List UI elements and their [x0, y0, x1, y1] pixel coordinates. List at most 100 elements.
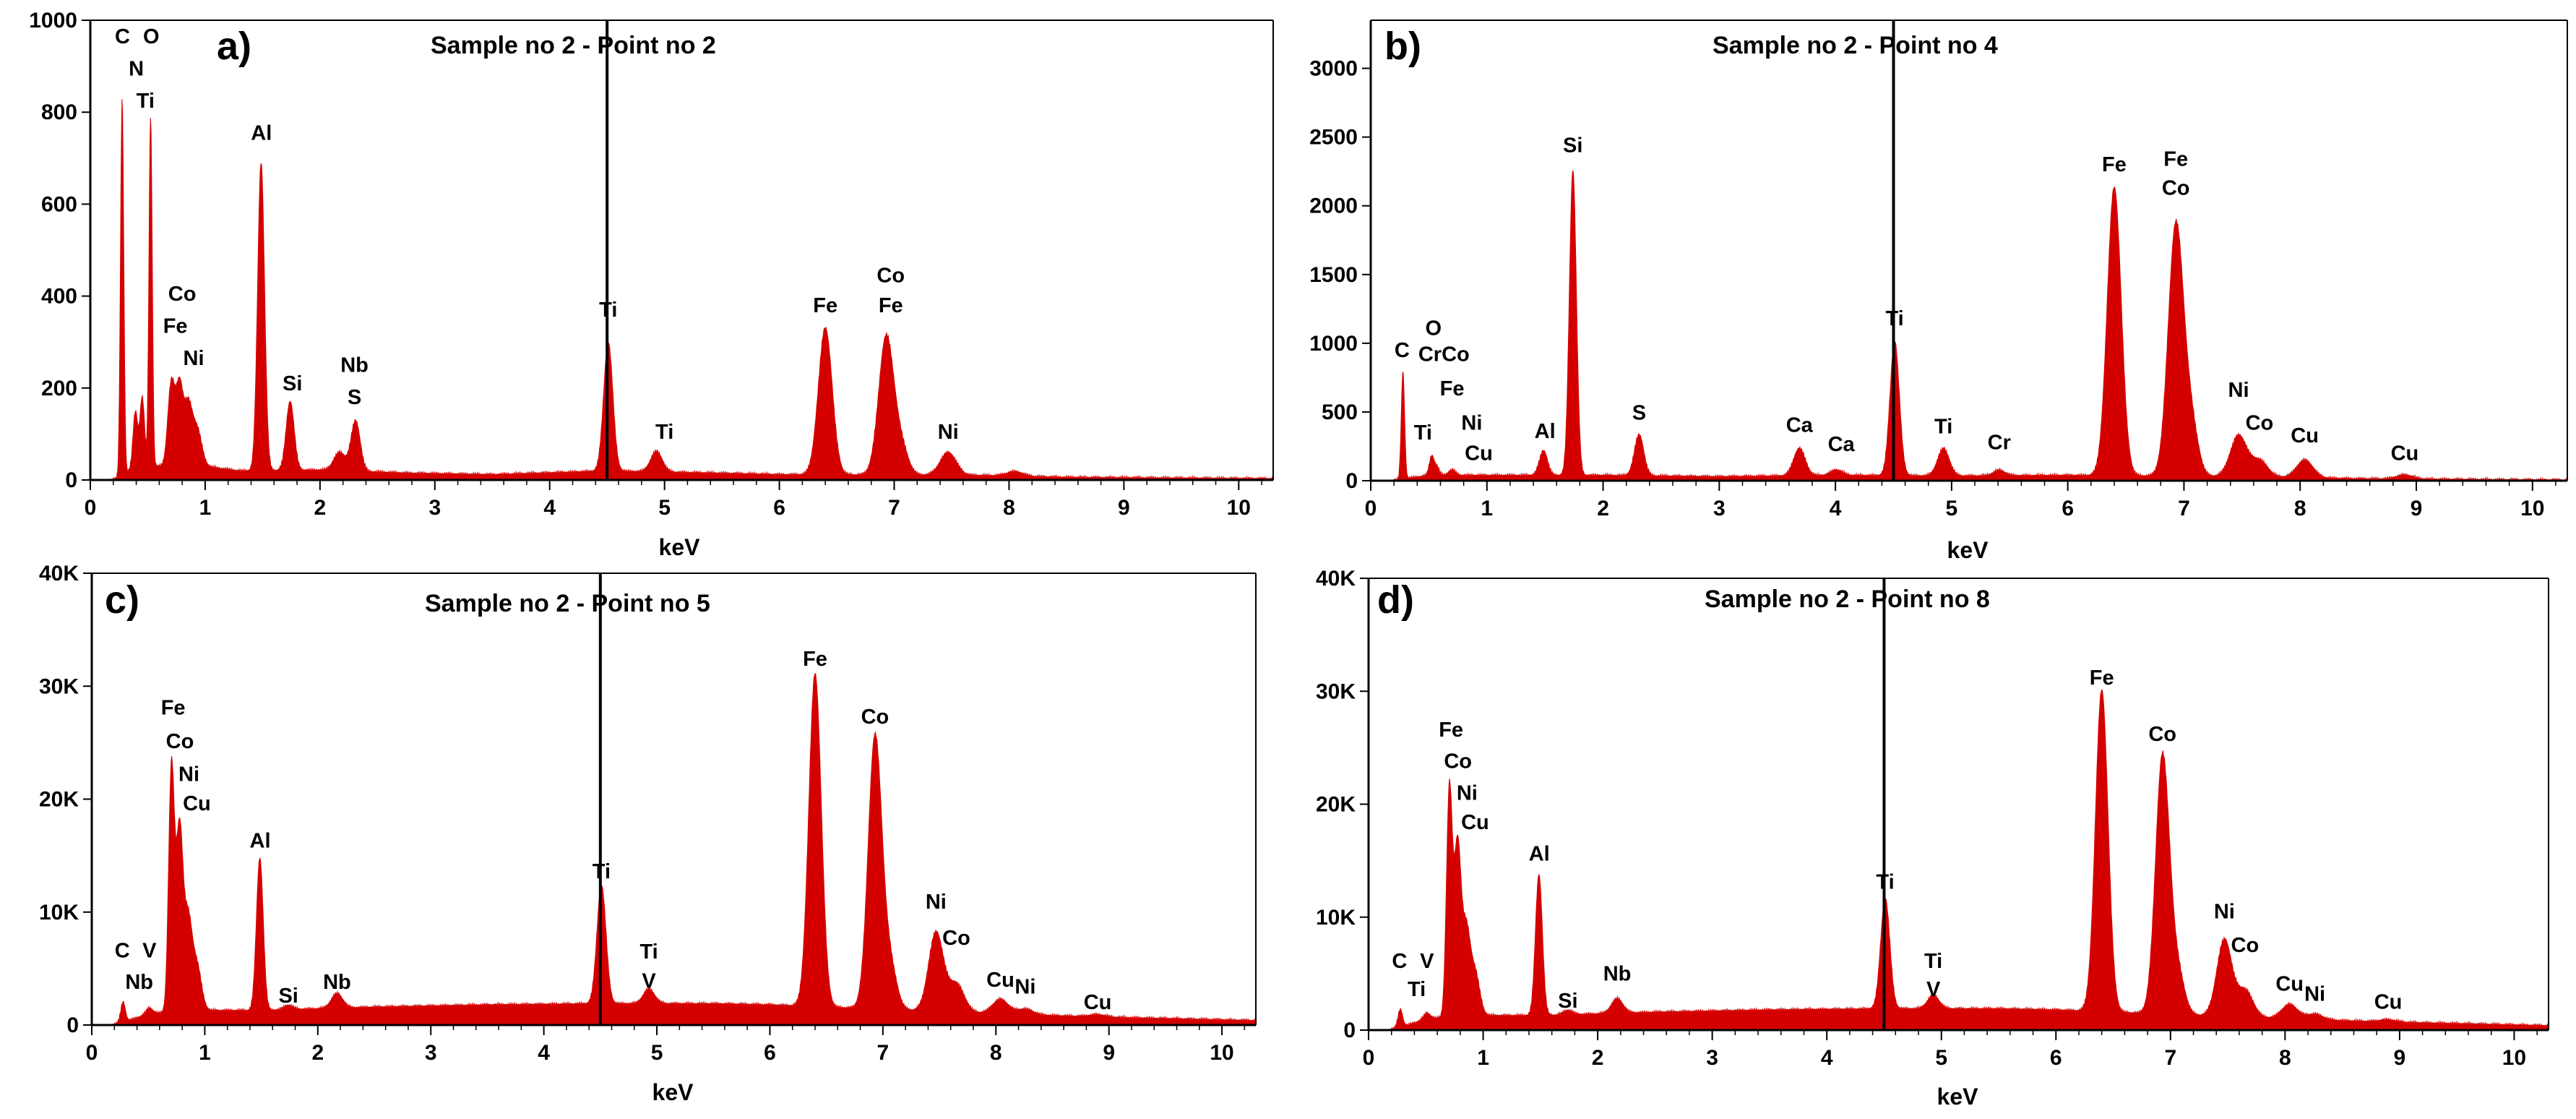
- x-axis-title: keV: [652, 1079, 694, 1105]
- y-tick-label: 0: [65, 468, 77, 492]
- peak-label: Ni: [1015, 975, 1035, 998]
- peak-label: Fe: [2163, 148, 2188, 171]
- peak-label: Al: [1529, 843, 1550, 866]
- x-tick-label: 7: [2178, 497, 2190, 520]
- x-tick-label: 5: [658, 496, 671, 520]
- x-tick-label: 3: [1713, 497, 1726, 520]
- panel-d: d) Sample no 2 - Point no 8 keV 0 1 2 3 4 5 6 7…: [1316, 567, 2549, 1110]
- peak-label: C: [1395, 339, 1410, 362]
- panel-c: c) Sample no 2 - Point no 5 keV 0 1 2 3 4 5 6 7…: [39, 562, 1257, 1105]
- peak-label: Nb: [323, 971, 351, 994]
- x-tick-label: 5: [651, 1041, 663, 1065]
- peak-label: Cu: [183, 792, 211, 815]
- y-tick-label: 20K: [1316, 793, 1356, 817]
- x-tick-label: 0: [1363, 1046, 1375, 1070]
- peak-label: Al: [251, 121, 272, 145]
- peak-label: Ti: [1934, 415, 1952, 438]
- peak-label: Ti: [639, 940, 658, 964]
- x-tick-label: 1: [199, 496, 212, 520]
- y-tick-label: 500: [1322, 400, 1358, 424]
- spectrum-area: [1369, 689, 2549, 1031]
- peak-label: Cu: [2291, 424, 2319, 447]
- y-tick-label: 800: [41, 100, 77, 124]
- peak-label: O: [1426, 317, 1442, 340]
- peak-label: Al: [250, 830, 271, 853]
- peak-label: Fe: [2090, 666, 2114, 690]
- peak-label: Ti: [1408, 978, 1426, 1001]
- peak-label: Fe: [1440, 377, 1465, 400]
- peak-label: Co: [2231, 934, 2260, 957]
- panel-letter: b): [1384, 25, 1421, 68]
- x-tick-label: 9: [2411, 497, 2423, 520]
- peak-label: Co: [942, 927, 970, 950]
- peak-label: Ti: [599, 299, 617, 322]
- x-tick-label: 6: [773, 496, 785, 520]
- peak-label: Al: [1535, 420, 1556, 443]
- x-tick-label: 5: [1935, 1046, 1947, 1070]
- peak-label: Ni: [938, 421, 959, 444]
- peak-label: Fe: [813, 294, 837, 317]
- x-axis-title: keV: [659, 534, 701, 560]
- peak-label: Cu: [2391, 442, 2419, 465]
- x-tick-label: 4: [543, 496, 556, 520]
- peak-label: Fe: [2102, 153, 2127, 176]
- x-axis-title: keV: [1947, 537, 1989, 563]
- x-tick-label: 2: [1597, 497, 1609, 520]
- peak-label: Nb: [340, 354, 369, 377]
- peak-label: Si: [1558, 990, 1577, 1013]
- y-tick-label: 2500: [1309, 126, 1358, 150]
- panel-letter: c): [105, 578, 139, 622]
- x-tick-label: 9: [1103, 1041, 1115, 1065]
- y-tick-label: 30K: [39, 674, 79, 698]
- peak-label: Co: [166, 730, 194, 753]
- peak-label: Ni: [1457, 781, 1478, 805]
- peak-label: Fe: [161, 696, 186, 719]
- x-tick-label: 3: [425, 1041, 437, 1065]
- peak-label: Fe: [1439, 719, 1463, 742]
- peak-label: Ti: [1885, 307, 1903, 330]
- peak-label: Nb: [125, 971, 153, 994]
- peak-label: V: [1420, 950, 1434, 973]
- peak-label: Ni: [2304, 982, 2325, 1006]
- peak-label: Ti: [1876, 871, 1894, 894]
- peak-label: Si: [1563, 134, 1582, 158]
- x-tick-label: 7: [888, 496, 900, 520]
- y-tick-label: 1000: [1309, 332, 1358, 356]
- y-tick-label: 20K: [39, 788, 79, 812]
- peak-label: Co: [876, 265, 905, 288]
- peak-label: Co: [1444, 750, 1472, 773]
- x-tick-label: 8: [990, 1041, 1002, 1065]
- x-tick-label: 1: [199, 1041, 211, 1065]
- peak-label: CrCo: [1418, 343, 1470, 366]
- peak-label: N: [129, 57, 144, 80]
- peak-label: Nb: [1603, 962, 1632, 985]
- y-tick-label: 3000: [1309, 57, 1358, 81]
- x-tick-label: 1: [1477, 1046, 1489, 1070]
- peak-label: Ca: [1786, 413, 1814, 437]
- spectrum-area: [92, 672, 1257, 1026]
- peak-label: O: [143, 25, 160, 48]
- peak-label: Co: [168, 283, 197, 306]
- peak-label: Ni: [926, 891, 947, 914]
- peak-label: Fe: [803, 648, 827, 671]
- panel-title: Sample no 2 - Point no 5: [425, 590, 710, 617]
- peak-label: Co: [2246, 412, 2274, 435]
- peak-label: Fe: [163, 314, 188, 338]
- x-tick-label: 7: [2164, 1046, 2176, 1070]
- panel-letter: a): [217, 25, 251, 68]
- peak-label: Ca: [1828, 433, 1856, 456]
- peak-label: Cu: [1461, 811, 1489, 834]
- x-tick-label: 8: [2294, 497, 2306, 520]
- peak-label: Ti: [1924, 950, 1942, 973]
- panel-title: Sample no 2 - Point no 4: [1713, 32, 1998, 59]
- x-tick-label: 7: [877, 1041, 889, 1065]
- peak-label: Cu: [2374, 990, 2403, 1013]
- peak-label: Ni: [2214, 900, 2235, 923]
- peak-label: C: [1392, 950, 1407, 973]
- x-tick-label: 3: [1706, 1046, 1718, 1070]
- panel-title: Sample no 2 - Point no 8: [1705, 586, 1990, 613]
- x-tick-label: 0: [86, 1041, 98, 1065]
- peak-label: S: [348, 386, 361, 409]
- y-tick-label: 40K: [39, 562, 79, 586]
